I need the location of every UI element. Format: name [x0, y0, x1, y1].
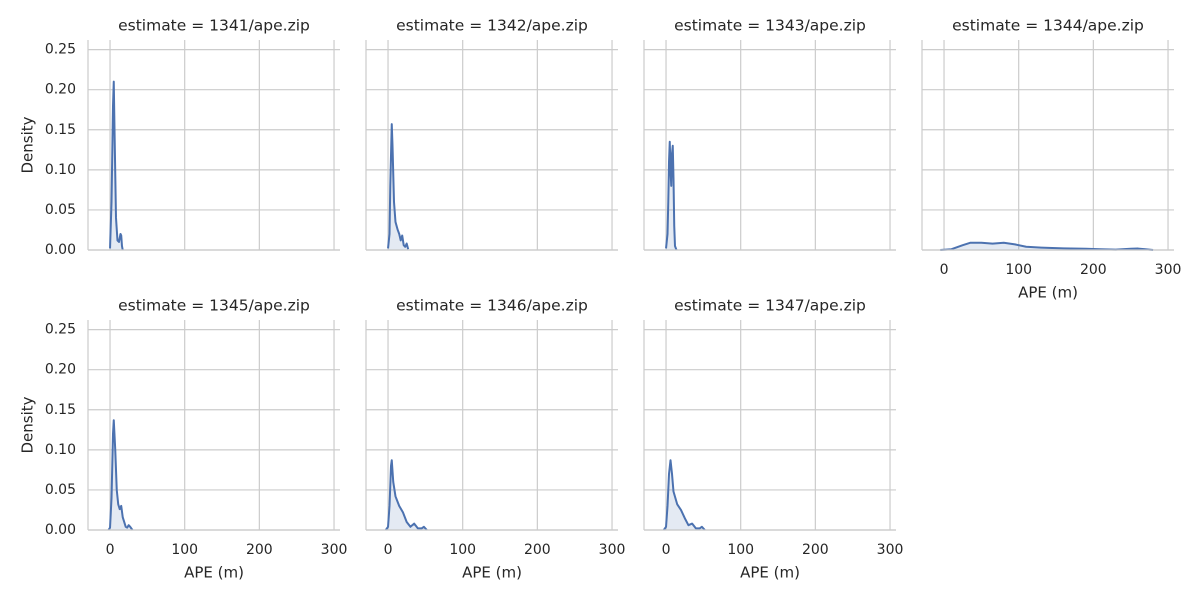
panel-title: estimate = 1347/ape.zip: [674, 297, 866, 315]
density-area: [940, 242, 1154, 250]
y-tick-label: 0.25: [45, 322, 76, 338]
panel-title: estimate = 1342/ape.zip: [396, 17, 588, 35]
panel: estimate = 1343/ape.zip: [643, 17, 896, 251]
x-axis-label: APE (m): [462, 564, 522, 582]
x-tick-label: 100: [171, 542, 198, 558]
y-axis-label: Density: [19, 116, 37, 173]
density-area: [388, 124, 409, 250]
y-tick-label: 0.00: [45, 522, 76, 538]
x-tick-label: 0: [106, 542, 115, 558]
y-tick-label: 0.20: [45, 362, 76, 378]
y-tick-label: 0.20: [45, 82, 76, 98]
density-line: [940, 241, 1154, 251]
density-line: [662, 459, 706, 531]
x-tick-label: 0: [662, 542, 671, 558]
density-line: [387, 123, 410, 250]
density-area: [663, 460, 705, 530]
density-line: [107, 419, 134, 531]
y-tick-label: 0.10: [45, 442, 76, 458]
x-tick-label: 300: [321, 542, 348, 558]
y-tick-label: 0.15: [45, 122, 76, 138]
x-tick-label: 200: [246, 542, 273, 558]
density-line: [384, 459, 428, 531]
x-axis-label: APE (m): [1018, 284, 1078, 302]
x-tick-label: 300: [1155, 262, 1182, 278]
density-area: [385, 460, 427, 530]
panel-title: estimate = 1343/ape.zip: [674, 17, 866, 35]
y-tick-label: 0.05: [45, 482, 76, 498]
panel: 0.00 0.05 0.10 0.15 0.20 0.25 estimate = 1341/…: [19, 17, 340, 258]
x-tick-label: 200: [524, 542, 551, 558]
panel: 0.00 0.05 0.10 0.15 0.20 0.25 0 100 200 300 estima…: [19, 297, 348, 582]
panel: estimate = 1342/ape.zip: [365, 17, 618, 251]
x-tick-label: 100: [727, 542, 754, 558]
panel: 0 100 200 300 estimate = 1346/ape.zip APE (m): [365, 297, 626, 582]
panel: 0 100 200 300 estimate = 1347/ape.zip APE (m): [643, 297, 904, 582]
x-tick-label: 0: [940, 262, 949, 278]
x-axis-label: APE (m): [740, 564, 800, 582]
x-tick-label: 200: [1080, 262, 1107, 278]
density-line: [109, 80, 124, 251]
panel-title: estimate = 1345/ape.zip: [118, 297, 310, 315]
x-tick-label: 200: [802, 542, 829, 558]
x-tick-label: 100: [449, 542, 476, 558]
panel-title: estimate = 1346/ape.zip: [396, 297, 588, 315]
y-tick-label: 0.25: [45, 42, 76, 58]
panel-title: estimate = 1344/ape.zip: [952, 17, 1144, 35]
density-line: [665, 140, 678, 251]
panel: 0 100 200 300 estimate = 1344/ape.zip APE (m): [921, 17, 1182, 302]
x-axis-label: APE (m): [184, 564, 244, 582]
x-tick-label: 0: [384, 542, 393, 558]
y-axis-label: Density: [19, 396, 37, 453]
x-tick-label: 300: [877, 542, 904, 558]
y-tick-label: 0.10: [45, 162, 76, 178]
panel-title: estimate = 1341/ape.zip: [118, 17, 310, 35]
x-tick-label: 100: [1005, 262, 1032, 278]
x-tick-label: 300: [599, 542, 626, 558]
y-tick-label: 0.00: [45, 242, 76, 258]
y-tick-label: 0.15: [45, 402, 76, 418]
y-tick-label: 0.05: [45, 202, 76, 218]
